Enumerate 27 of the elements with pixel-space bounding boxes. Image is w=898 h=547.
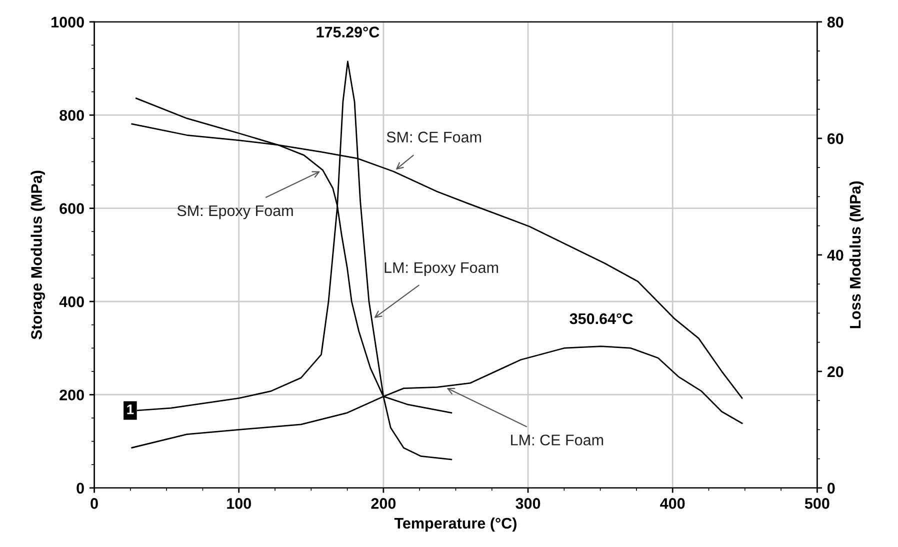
y-tick-label: 1000 (52, 16, 84, 28)
y2-tick-label: 40 (827, 250, 844, 261)
annotation: 350.64°C (570, 313, 633, 324)
y-tick-label: 800 (60, 110, 84, 121)
y-tick-label: 600 (60, 203, 84, 214)
y-tick-label: 0 (76, 482, 84, 494)
annotation: 1 (127, 404, 134, 414)
y2-tick-label: 80 (827, 16, 844, 28)
y-tick-label: 400 (59, 296, 84, 308)
x-tick-label: 300 (516, 498, 540, 509)
x-tick-label: 500 (804, 498, 830, 509)
annotation: SM: Epoxy Foam (177, 205, 293, 220)
y-axis-title: Storage Modulus (MPa) (30, 170, 46, 340)
x-tick-label: 200 (371, 498, 396, 509)
annotation: LM: CE Foam (511, 434, 604, 446)
x-tick-label: 0 (90, 498, 98, 509)
y2-tick-label: 20 (827, 366, 844, 378)
x-axis-title: Temperature (°C) (394, 517, 516, 532)
annotation: SM: CE Foam (386, 132, 482, 142)
x-tick-label: 100 (227, 498, 251, 509)
annotation: 175.29°C (316, 26, 380, 38)
annotation: LM: Epoxy Foam (384, 262, 498, 276)
y2-tick-label: 0 (828, 482, 835, 494)
x-tick-label: 400 (660, 498, 685, 509)
y2-axis-title: Loss Modulus (MPa) (849, 181, 864, 328)
y-tick-label: 200 (60, 390, 84, 400)
y2-tick-label: 60 (827, 133, 844, 144)
